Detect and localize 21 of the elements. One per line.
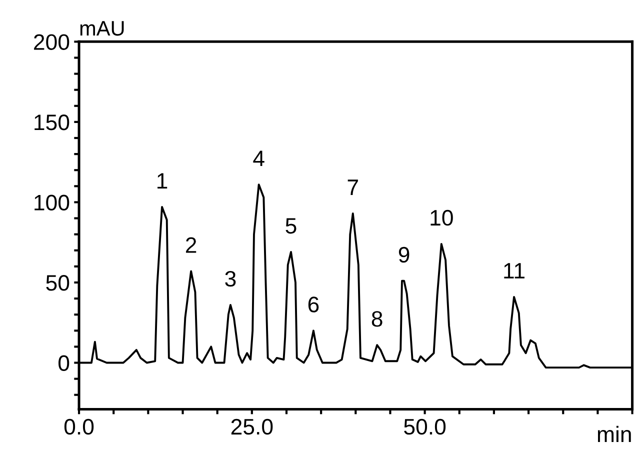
annotation: 7 [348,180,358,195]
annotation: 3 [225,270,236,287]
x-tick-label: 0.0 [64,418,94,435]
annotation: 4 [253,150,264,166]
annotation: 6 [308,296,319,312]
annotation: 8 [372,311,382,327]
y-tick-label: 200 [34,34,70,50]
y-tick-label: 150 [34,114,70,130]
y-axis-title: mAU [80,21,124,36]
annotation: 1 [158,173,168,189]
annotation: 2 [186,237,196,253]
annotation: 9 [398,246,410,263]
y-tick-label: 100 [34,194,70,210]
annotation: 11 [504,263,524,278]
y-tick-label: 50 [46,275,70,291]
annotation: 10 [430,210,453,226]
x-tick-label: 25.0 [231,418,273,435]
annotation: 5 [286,218,296,234]
y-tick-label: 0 [58,355,70,372]
x-tick-label: 50.0 [404,418,446,435]
x-axis-title: min [598,426,631,442]
